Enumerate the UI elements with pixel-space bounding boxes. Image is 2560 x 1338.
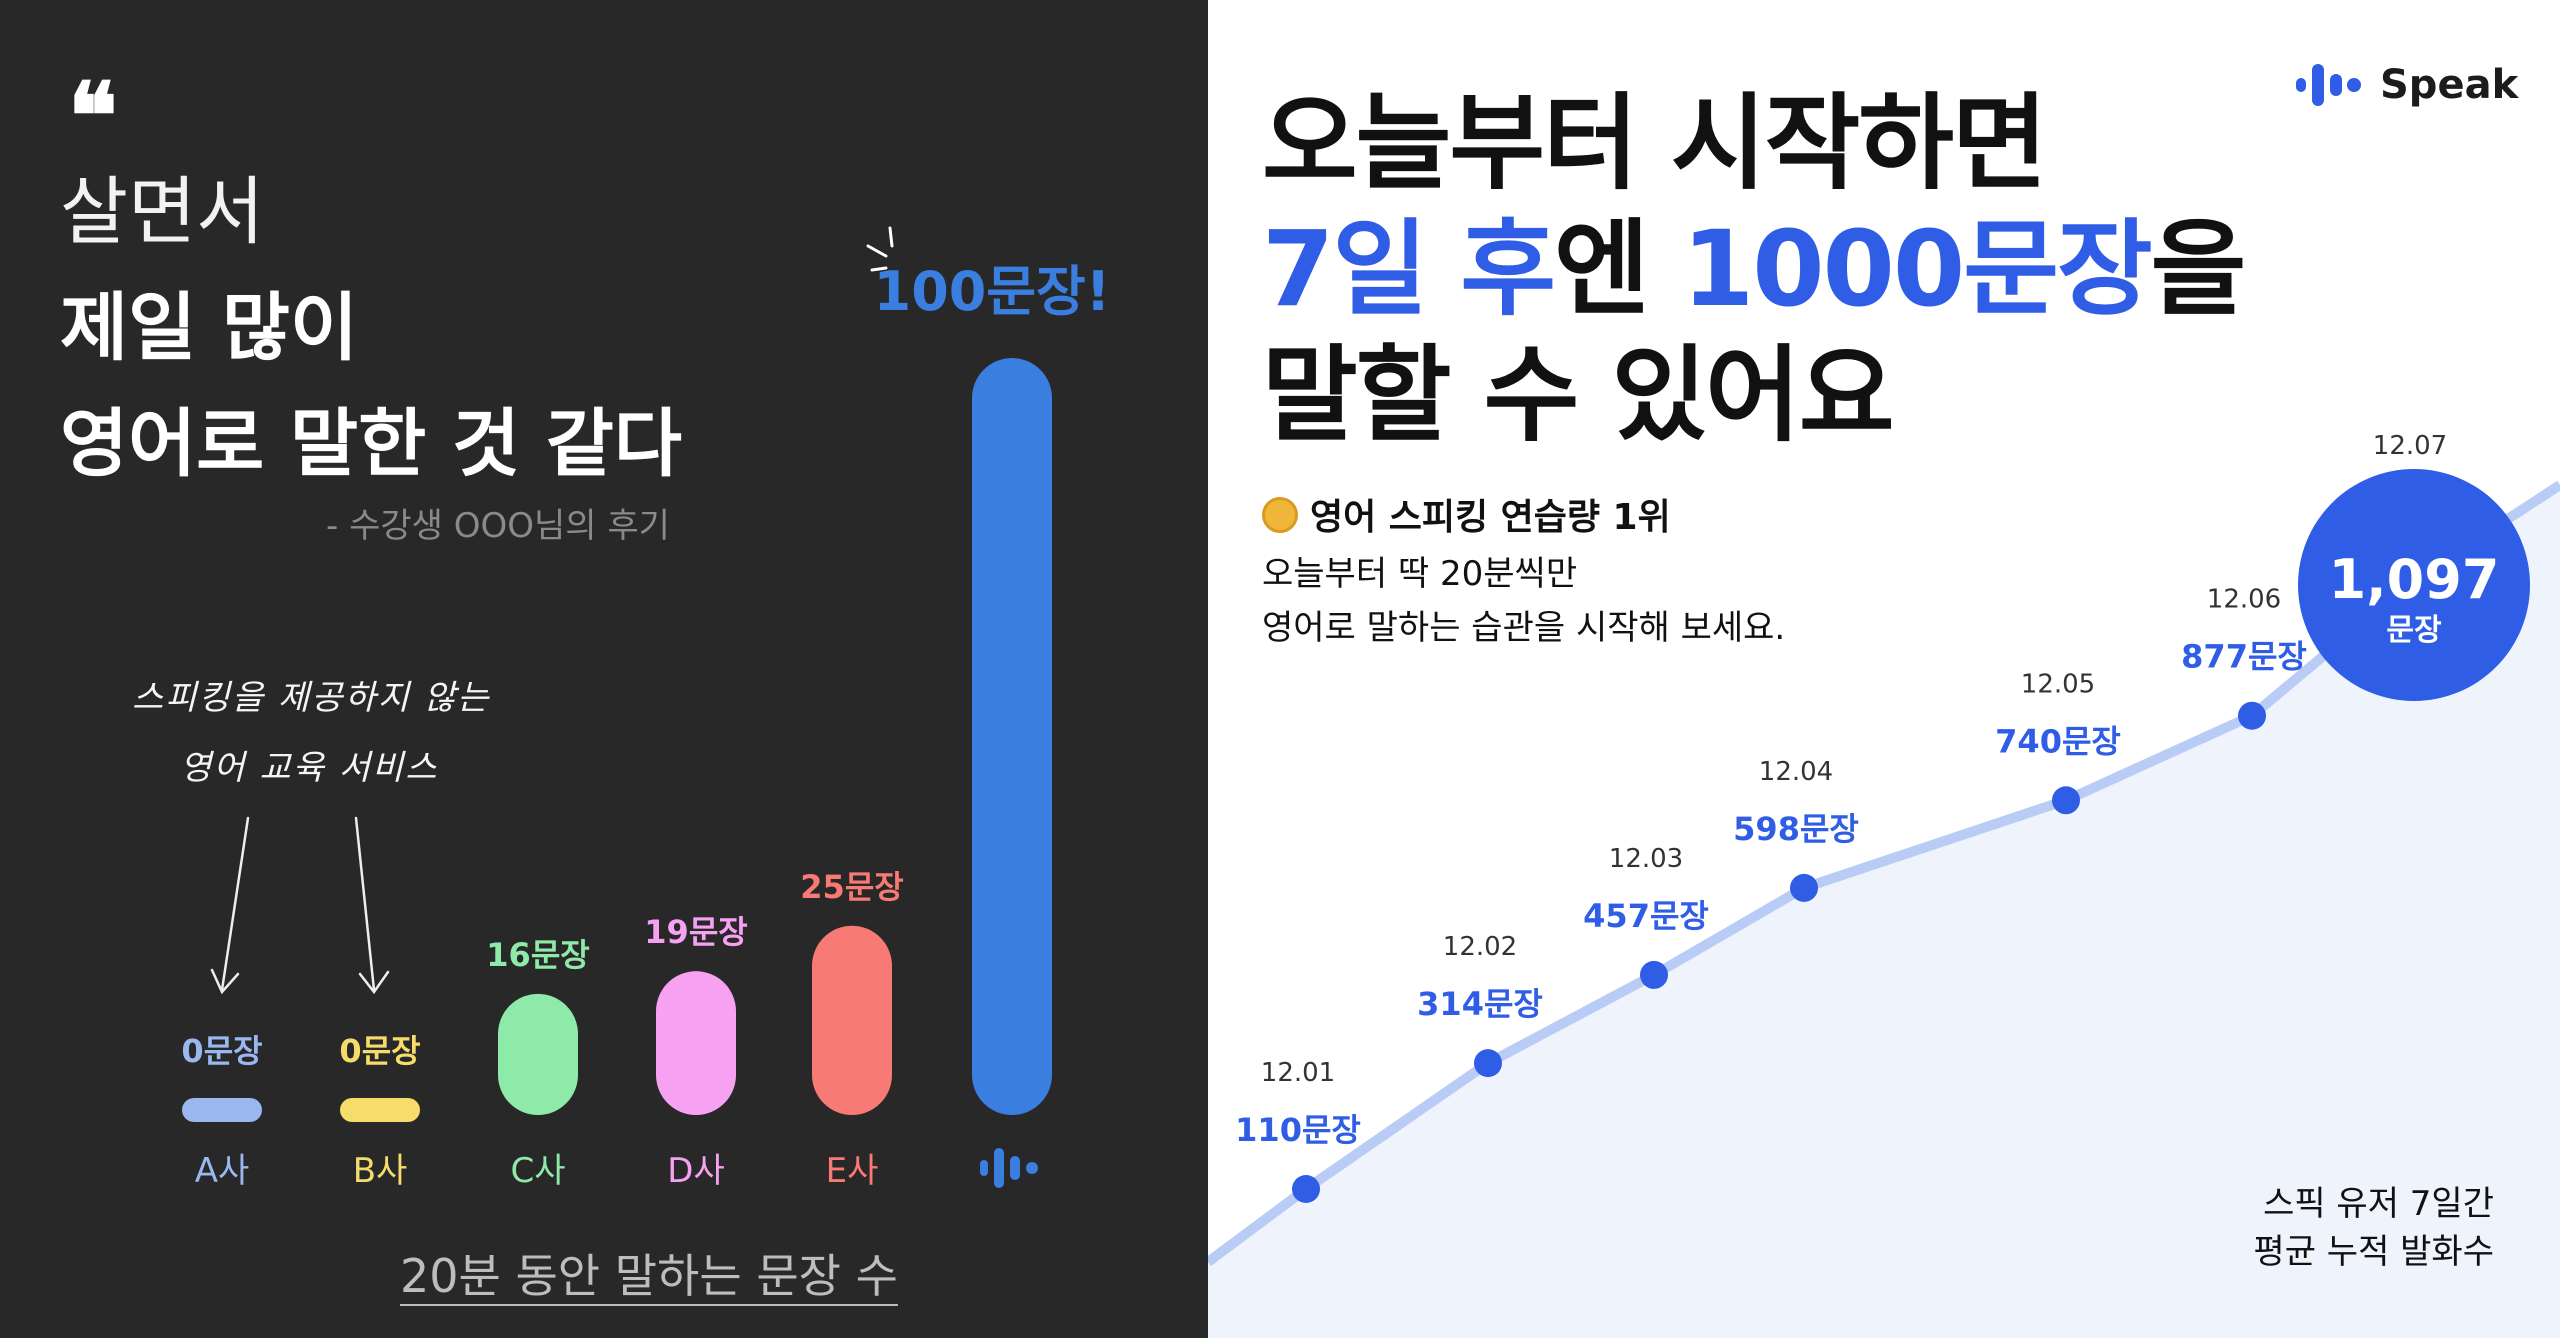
bar-category-label: C사 xyxy=(510,1151,565,1191)
date-label: 12.01 xyxy=(1261,1058,1335,1088)
bar-value-label: 0문장 xyxy=(339,1032,420,1070)
highlight-unit: 문장 xyxy=(2386,613,2442,648)
bar-value-label: 16문장 xyxy=(486,936,589,974)
bar xyxy=(182,1098,262,1122)
rank-badge: 영어 스피킹 연습량 1위 xyxy=(1262,488,1671,540)
data-point xyxy=(1790,873,1818,902)
quote-attribution: - 수강생 OOO님의 후기 xyxy=(326,506,670,546)
data-point xyxy=(1292,1175,1320,1203)
data-point xyxy=(2052,786,2080,815)
bar-chart: 0문장 A사 0문장 B사 16문장 C사 19문장 D사 25문장 E사 100문장! xyxy=(181,226,1111,1191)
data-point xyxy=(2238,701,2266,730)
bar xyxy=(340,1098,420,1122)
headline-highlight-days: 7일 후 xyxy=(1262,208,1556,330)
line-chart: 110문장 12.01 314문장 12.02 457문장 12.03 598문장 12.04… xyxy=(1208,431,2560,1338)
bar xyxy=(498,993,578,1115)
chart-area-fill xyxy=(1208,485,2560,1338)
headline-line-1: 오늘부터 시작하면 xyxy=(1262,82,2048,204)
footnote-line-1: 스픽 유저 7일간 xyxy=(2263,1184,2494,1224)
bar-value-label: 100문장! xyxy=(874,260,1111,323)
headline-text-suffix: 을 xyxy=(2150,208,2247,330)
bar-category-label: D사 xyxy=(667,1151,724,1191)
data-point xyxy=(1640,960,1668,989)
bar-value-label: 19문장 xyxy=(644,913,747,951)
subtitle-line-1: 오늘부터 딱 20분씩만 xyxy=(1262,554,1578,594)
highlight-bubble xyxy=(2298,469,2530,701)
data-value-label: 598문장 xyxy=(1733,810,1859,848)
handwritten-note-line-2: 영어 교육 서비스 xyxy=(180,748,439,788)
rank-text: 영어 스피킹 연습량 1위 xyxy=(1310,497,1671,538)
date-label: 12.02 xyxy=(1443,932,1517,962)
quote-line-3: 영어로 말한 것 같다 xyxy=(60,401,682,487)
date-label: 12.07 xyxy=(2373,431,2447,461)
bar-category-label: E사 xyxy=(826,1151,879,1191)
right-panel: 110문장 12.01 314문장 12.02 457문장 12.03 598문장 12.04… xyxy=(1208,0,2560,1338)
handwritten-arrows xyxy=(210,816,390,995)
bar-category-label: B사 xyxy=(353,1151,408,1191)
speak-waveform-icon xyxy=(2296,64,2361,106)
quote-line-1: 살면서 xyxy=(60,169,265,255)
headline-highlight-count: 1000문장 xyxy=(1681,208,2153,330)
left-panel: ❝ 살면서 제일 많이 영어로 말한 것 같다 - 수강생 OOO님의 후기 스… xyxy=(0,0,1208,1338)
quote-mark-icon: ❝ xyxy=(68,62,118,170)
headline-line-2: 7일 후엔 1000문장을 xyxy=(1262,184,2247,335)
handwritten-note-line-1: 스피킹을 제공하지 않는 xyxy=(132,678,491,718)
data-value-label: 110문장 xyxy=(1235,1111,1361,1149)
date-label: 12.05 xyxy=(2021,669,2095,699)
date-label: 12.04 xyxy=(1759,757,1833,787)
highlight-value: 1,097 xyxy=(2329,548,2500,611)
logo-text: Speak xyxy=(2380,62,2519,108)
data-value-label: 314문장 xyxy=(1417,985,1543,1023)
headline-text: 엔 xyxy=(1553,208,1682,330)
headline-line-3: 말할 수 있어요 xyxy=(1262,334,1894,456)
date-label: 12.06 xyxy=(2207,585,2281,615)
bar xyxy=(972,358,1052,1115)
footnote-line-2: 평균 누적 발화수 xyxy=(2253,1232,2494,1272)
chart-caption: 20분 동안 말하는 문장 수 xyxy=(400,1249,898,1303)
data-value-label: 457문장 xyxy=(1583,897,1709,935)
date-label: 12.03 xyxy=(1609,844,1683,874)
bar-value-label: 25문장 xyxy=(800,868,903,906)
subtitle-line-2: 영어로 말하는 습관을 시작해 보세요. xyxy=(1262,608,1786,648)
speak-logo: Speak xyxy=(2294,62,2518,108)
data-point xyxy=(1474,1049,1502,1078)
bar-category-label: A사 xyxy=(195,1151,250,1191)
quote-line-2: 제일 많이 xyxy=(60,285,359,371)
speak-logo-icon xyxy=(980,1148,1038,1188)
bar xyxy=(656,971,736,1115)
bar-value-label: 0문장 xyxy=(181,1032,262,1070)
sparkle-icon xyxy=(866,226,894,272)
data-value-label: 877문장 xyxy=(2181,638,2307,676)
medal-icon xyxy=(1262,497,1298,533)
bar xyxy=(812,925,892,1115)
data-value-label: 740문장 xyxy=(1995,722,2121,760)
